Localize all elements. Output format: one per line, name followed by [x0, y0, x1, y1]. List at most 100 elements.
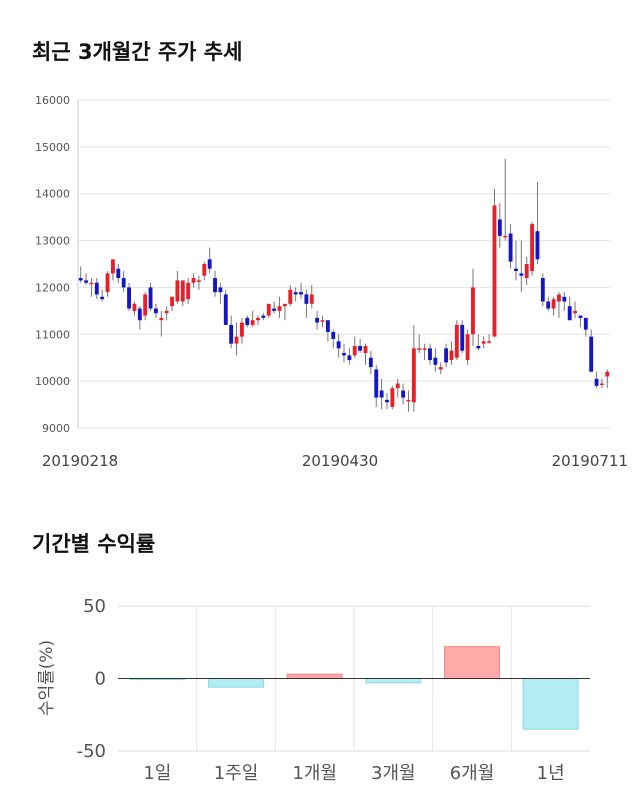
y-tick-label: 16000 — [35, 94, 70, 107]
candle-body — [309, 294, 314, 304]
candle-body — [449, 350, 454, 361]
candle-body — [481, 341, 486, 344]
x-date-label: 20190430 — [302, 452, 378, 470]
candle-body — [234, 336, 239, 344]
candle-body — [567, 306, 572, 321]
candle-body — [175, 280, 180, 302]
candle-body — [385, 399, 389, 403]
candle-body — [444, 348, 449, 363]
candle-body — [514, 268, 518, 272]
candle-body — [116, 268, 121, 279]
candle-body — [218, 287, 223, 293]
category-label: 6개월 — [450, 763, 495, 784]
candle-body — [540, 278, 545, 302]
candle-body — [573, 310, 578, 314]
candle-body — [153, 308, 158, 314]
candle-body — [358, 346, 363, 351]
candle-body — [132, 303, 137, 311]
y-tick-label: 12000 — [35, 281, 70, 294]
candle-body — [110, 259, 115, 274]
y-tick-label: 14000 — [35, 188, 70, 201]
y-tick-label: 15000 — [35, 141, 70, 154]
return-bar — [286, 673, 343, 680]
candle-body — [336, 341, 341, 349]
candle-body — [546, 301, 551, 309]
candle-body — [299, 292, 303, 295]
candle-body — [213, 278, 217, 293]
category-label: 1개월 — [292, 763, 337, 784]
category-label: 3개월 — [371, 763, 416, 784]
candle-body — [245, 317, 250, 325]
candle-body — [207, 259, 212, 269]
y-tick-label: 11000 — [35, 328, 70, 341]
candle-body — [105, 273, 110, 293]
candle-body — [229, 324, 234, 344]
price-trend-title: 최근 3개월간 주가 추세 — [32, 40, 243, 64]
candle-body — [497, 219, 502, 236]
y-tick-label: 0 — [95, 669, 106, 690]
category-label: 1년 — [537, 763, 565, 784]
candle-body — [239, 322, 244, 337]
candle-body — [417, 348, 422, 350]
candle-body — [454, 324, 459, 358]
candle-body — [600, 383, 604, 385]
category-label: 1주일 — [214, 763, 259, 784]
candle-body — [422, 348, 427, 350]
candle-body — [277, 306, 282, 311]
x-date-label: 20190218 — [42, 452, 118, 470]
candle-body — [562, 296, 567, 302]
category-label: 1일 — [143, 763, 171, 784]
y-axis-label: 수익률(%) — [37, 640, 57, 716]
candle-body — [583, 317, 588, 330]
candle-body — [594, 378, 599, 386]
candle-body — [589, 336, 594, 372]
candle-body — [315, 317, 320, 323]
price-candlestick-chart: 9000 10000 11000 12000 13000 14000 15000 16000 2… — [35, 94, 628, 470]
candle-body — [148, 287, 153, 309]
candle-body — [557, 294, 561, 302]
candle-body — [342, 353, 346, 356]
candle-body — [100, 296, 105, 300]
candle-body — [164, 310, 169, 314]
candle-body — [94, 282, 99, 295]
return-bar — [522, 678, 579, 730]
candle-body — [331, 331, 336, 339]
candle-body — [605, 371, 610, 377]
y-tick-label: 9000 — [42, 422, 70, 435]
candle-body — [191, 278, 196, 283]
candle-body — [266, 303, 271, 316]
candle-body — [551, 299, 556, 309]
y-tick-label: 13000 — [35, 235, 70, 248]
candle-body — [578, 315, 583, 318]
candle-body — [492, 205, 497, 337]
candle-body — [304, 294, 309, 304]
candle-body — [433, 357, 438, 365]
candle-body — [186, 282, 191, 300]
y-tick-label: 10000 — [35, 375, 70, 388]
candle-body — [368, 357, 373, 368]
candle-body — [78, 278, 83, 281]
candle-body — [261, 315, 266, 318]
candle-body — [288, 289, 293, 304]
candle-body — [84, 280, 88, 283]
candle-body — [159, 317, 164, 321]
candle-body — [137, 308, 142, 321]
y-tick-label: -50 — [77, 741, 106, 762]
candle-body — [272, 308, 277, 311]
candle-body — [487, 341, 492, 343]
candle-body — [438, 367, 443, 370]
candle-body — [196, 280, 201, 282]
candle-body — [170, 296, 174, 307]
candle-body — [379, 390, 384, 398]
candle-body — [250, 320, 255, 325]
candle-body — [519, 273, 524, 276]
candle-body — [374, 369, 379, 398]
candle-body — [530, 224, 535, 272]
y-tick-label: 50 — [83, 596, 106, 617]
candle-body — [395, 383, 400, 389]
candle-body — [320, 320, 325, 322]
candle-body — [293, 292, 298, 295]
candle-body — [503, 235, 508, 238]
x-date-label: 20190711 — [552, 452, 628, 470]
